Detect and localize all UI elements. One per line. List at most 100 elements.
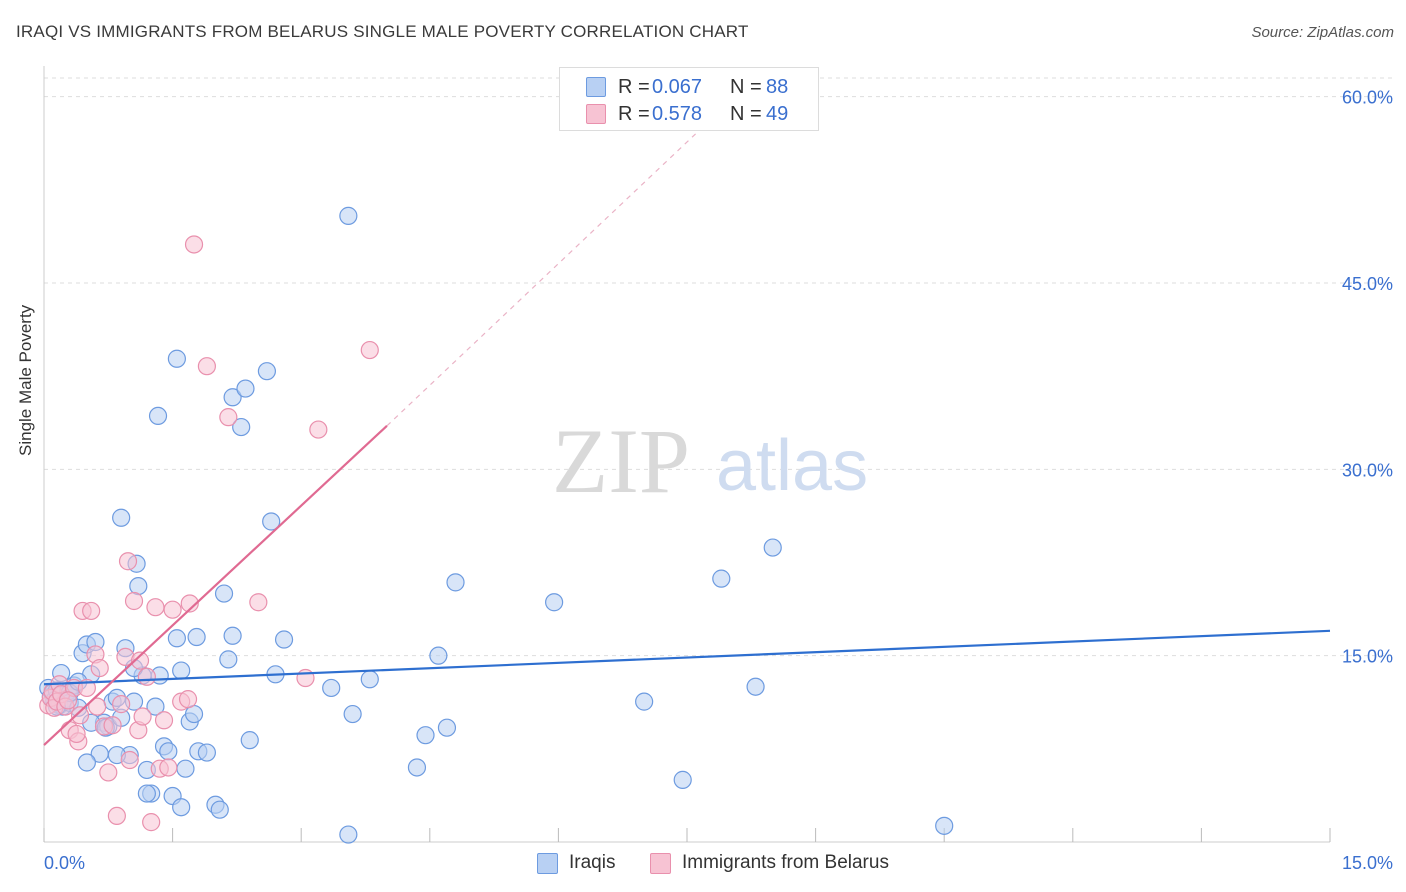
iraqis-point: [223, 388, 242, 407]
iraqis-point: [322, 678, 341, 698]
iraqis-point: [219, 650, 238, 669]
belarus-point: [58, 691, 78, 710]
trend-lines: [43, 133, 1331, 746]
belarus-point: [90, 658, 109, 678]
chart-title: IRAQI VS IMMIGRANTS FROM BELARUS SINGLE …: [16, 22, 749, 41]
belarus-point: [159, 758, 178, 777]
iraqis-point: [137, 784, 156, 803]
n-value: 88: [766, 76, 789, 98]
iraqis-point: [223, 626, 242, 645]
belarus-trend-line: [43, 425, 388, 746]
iraqis-point: [159, 742, 178, 761]
tick-labels: 15.0% 30.0% 45.0% 60.0% 0.0% 15.0%: [44, 88, 1393, 873]
iraqis-point: [429, 646, 448, 665]
belarus-point: [360, 340, 379, 360]
belarus-point: [197, 357, 216, 376]
n-label: N =: [730, 103, 762, 125]
correlation-legend: R = 0.067 N = 88 R = 0.578 N = 49: [559, 67, 819, 131]
iraqis-point: [635, 692, 654, 711]
belarus-point: [137, 667, 156, 686]
iraqis-point: [339, 206, 358, 225]
iraqis-point: [257, 362, 277, 381]
belarus-point: [107, 806, 126, 826]
iraqis-point: [172, 661, 191, 680]
belarus-point: [142, 813, 161, 832]
belarus-point: [163, 600, 182, 619]
iraqis-point: [148, 406, 168, 425]
belarus-point: [120, 750, 139, 770]
n-value: 49: [766, 103, 789, 125]
iraqis-swatch: [586, 77, 606, 97]
iraqis-point: [187, 627, 206, 647]
n-label: N =: [730, 76, 762, 98]
iraqis-point: [146, 697, 165, 716]
belarus-point: [70, 706, 90, 725]
iraqis-point: [129, 576, 148, 596]
iraqis-point: [236, 379, 255, 398]
y-axis-label: Single Male Poverty: [16, 304, 35, 456]
iraqis-trend-line: [43, 629, 1331, 686]
watermark-zip: ZIP: [552, 410, 690, 512]
belarus-point: [219, 408, 238, 427]
belarus-point: [118, 552, 138, 571]
iraqis-point: [545, 593, 564, 612]
belarus-legend-swatch: [650, 853, 671, 874]
belarus-point: [178, 690, 198, 709]
iraqis-point: [172, 798, 191, 817]
iraqis-point: [746, 677, 765, 696]
watermark-atlas: atlas: [716, 426, 868, 506]
iraqis-point: [167, 629, 186, 648]
iraqis-point: [214, 584, 234, 603]
y-tick-label: 15.0%: [1342, 647, 1393, 667]
iraqis-point: [210, 800, 229, 819]
belarus-point: [67, 724, 86, 744]
iraqis-point: [343, 704, 362, 724]
belarus-point: [309, 420, 328, 439]
iraqis-point: [339, 825, 358, 844]
iraqis-point: [274, 630, 294, 649]
iraqis-point: [167, 349, 186, 368]
y-tick-label: 45.0%: [1342, 274, 1393, 294]
belarus-point: [146, 598, 165, 617]
belarus-point: [124, 591, 144, 611]
iraqis-point: [437, 718, 457, 737]
iraqis-point: [712, 569, 731, 588]
belarus-point: [184, 235, 204, 254]
y-tick-label: 30.0%: [1342, 460, 1393, 480]
iraqis-point: [112, 508, 131, 527]
belarus-point: [133, 707, 152, 726]
iraqis-legend-label: Iraqis: [569, 852, 616, 873]
iraqis-point: [360, 670, 379, 689]
belarus-points: [39, 235, 379, 832]
belarus-point: [103, 716, 122, 735]
belarus-point: [154, 711, 174, 730]
iraqis-point: [197, 743, 216, 762]
x-tick-label: 0.0%: [44, 853, 85, 873]
grid-lines: [44, 77, 1394, 657]
belarus-swatch: [586, 104, 606, 124]
iraqis-point: [77, 753, 96, 772]
r-value: 0.067: [652, 76, 703, 98]
x-tick-label: 15.0%: [1342, 853, 1393, 873]
belarus-point: [88, 697, 107, 716]
y-tick-label: 60.0%: [1342, 88, 1393, 108]
belarus-point: [180, 594, 199, 613]
belarus-point: [249, 593, 268, 612]
r-value: 0.578: [652, 103, 703, 125]
iraqis-point: [407, 758, 427, 777]
iraqis-points: [39, 206, 954, 844]
iraqis-point: [673, 770, 692, 789]
belarus-point: [130, 651, 150, 670]
iraqis-legend-swatch: [537, 853, 558, 874]
iraqis-point: [176, 759, 195, 778]
r-label: R =: [618, 103, 650, 125]
belarus-point: [112, 695, 131, 714]
r-label: R =: [618, 76, 650, 98]
belarus-point: [82, 601, 101, 621]
belarus-trend-extension: [386, 133, 696, 427]
iraqis-point: [232, 417, 251, 437]
iraqis-point: [446, 573, 465, 592]
iraqis-point: [935, 816, 954, 835]
iraqis-point: [763, 538, 782, 557]
